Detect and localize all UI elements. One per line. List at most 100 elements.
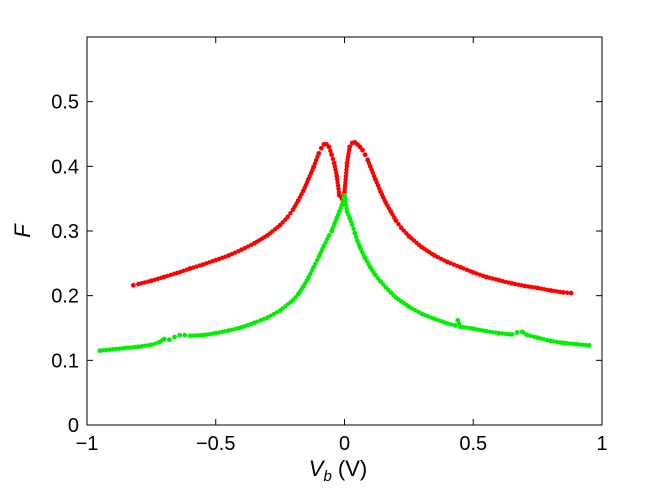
data-point <box>325 236 330 242</box>
x-tick-label: 1 <box>596 433 607 455</box>
data-point <box>100 348 106 353</box>
data-point <box>449 322 454 327</box>
data-point <box>362 152 368 158</box>
data-point <box>401 228 406 233</box>
data-point <box>203 332 209 337</box>
y-tick-label: 0.1 <box>51 350 79 372</box>
x-axis-ticks: −1 −0.5 0 0.5 1 <box>76 37 608 455</box>
data-point <box>343 180 348 185</box>
data-point <box>329 152 335 158</box>
data-point <box>207 331 212 337</box>
data-point <box>104 347 109 353</box>
data-point <box>357 144 363 150</box>
data-point <box>580 342 585 348</box>
series-1 <box>130 140 574 296</box>
data-point <box>330 156 336 162</box>
data-point <box>525 284 531 289</box>
data-point <box>586 343 592 348</box>
x-tick-label: −0.5 <box>196 433 235 455</box>
data-point <box>336 193 342 198</box>
data-point <box>326 144 332 150</box>
data-point <box>316 151 322 156</box>
data-point <box>393 218 399 224</box>
data-point <box>177 332 183 338</box>
data-point <box>344 167 349 172</box>
data-point <box>490 330 495 335</box>
plot-area <box>86 36 603 426</box>
data-point <box>342 196 348 201</box>
data-point <box>113 346 119 352</box>
data-point <box>312 161 318 166</box>
data-point <box>130 282 136 288</box>
data-point <box>342 183 348 188</box>
data-point <box>306 275 311 280</box>
data-point <box>311 264 316 270</box>
x-axis-label: Vb (V) <box>309 456 367 485</box>
data-point <box>343 202 349 208</box>
data-point <box>352 230 358 236</box>
data-point <box>577 342 582 347</box>
data-point <box>344 170 349 175</box>
data-point <box>97 348 103 354</box>
data-point <box>307 271 313 277</box>
data-point <box>335 183 341 188</box>
data-point <box>139 344 144 349</box>
x-tick-label: −1 <box>76 433 99 455</box>
data-point <box>153 341 158 346</box>
data-point <box>351 226 356 231</box>
data-point <box>123 345 129 351</box>
y-tick-label: 0 <box>68 415 79 437</box>
data-point <box>194 333 199 338</box>
data-point <box>285 214 291 220</box>
data-point <box>360 147 365 153</box>
data-point <box>565 290 570 295</box>
data-point <box>551 339 556 344</box>
data-point <box>461 324 466 330</box>
data-point <box>126 345 132 350</box>
data-point <box>297 195 303 200</box>
series-layer <box>97 140 592 354</box>
data-point <box>503 331 508 337</box>
data-point <box>268 313 273 319</box>
data-point <box>280 220 285 225</box>
data-point <box>345 154 351 159</box>
y-axis-label: F <box>10 223 35 238</box>
data-point <box>326 233 332 238</box>
data-point <box>335 177 340 182</box>
data-point <box>182 332 188 338</box>
data-point <box>187 333 193 339</box>
data-point <box>116 346 122 351</box>
x-tick-label: 0 <box>339 433 350 455</box>
data-point <box>551 288 556 294</box>
data-point <box>568 290 574 296</box>
y-tick-label: 0.2 <box>51 286 79 308</box>
data-point <box>560 340 566 346</box>
series-2 <box>97 193 592 354</box>
data-point <box>167 337 172 343</box>
data-point <box>373 272 378 278</box>
data-point <box>496 330 502 336</box>
data-point <box>343 177 348 182</box>
data-point <box>323 240 328 245</box>
data-point <box>445 321 450 326</box>
data-point <box>554 289 560 294</box>
data-point <box>110 346 116 352</box>
data-point <box>524 332 530 338</box>
data-point <box>313 157 319 163</box>
data-point <box>514 330 520 335</box>
data-point <box>129 345 135 350</box>
data-point <box>314 258 320 263</box>
data-point <box>318 145 324 151</box>
data-point <box>413 308 418 313</box>
data-point <box>309 268 315 273</box>
data-point <box>345 157 350 163</box>
data-point <box>148 342 154 348</box>
data-point <box>487 329 492 334</box>
data-point <box>172 334 177 340</box>
data-point <box>353 234 359 240</box>
data-point <box>560 290 566 295</box>
data-point <box>528 333 533 339</box>
data-point <box>567 341 573 346</box>
data-point <box>464 325 470 330</box>
data-point <box>328 148 333 154</box>
